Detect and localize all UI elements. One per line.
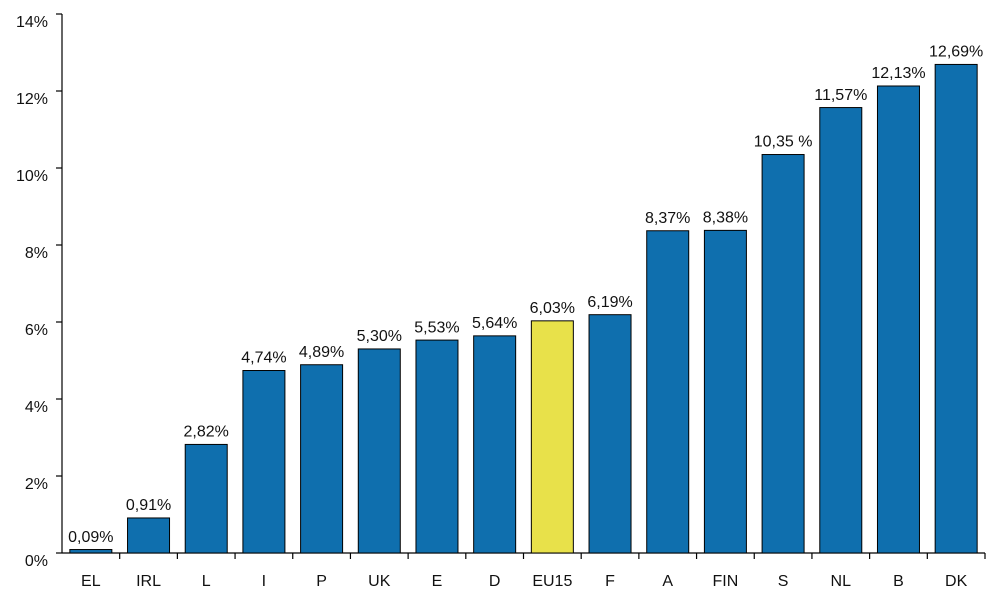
y-tick-label: 2%: [25, 476, 48, 493]
y-tick-label: 6%: [25, 322, 48, 339]
value-label: 0,91%: [126, 497, 171, 514]
x-tick-label: F: [605, 573, 615, 590]
y-tick-label: 14%: [16, 14, 48, 31]
bar: [242, 370, 286, 554]
value-label: 5,53%: [414, 319, 459, 336]
value-label: 12,13%: [871, 65, 925, 82]
value-label: 8,38%: [703, 210, 748, 227]
value-label: 10,35 %: [754, 134, 813, 151]
bar: [184, 443, 228, 554]
bar: [69, 549, 113, 554]
x-tick-label: B: [893, 573, 904, 590]
value-label: 4,89%: [299, 344, 344, 361]
bar: [646, 230, 690, 554]
y-tick-label: 8%: [25, 245, 48, 262]
y-tick-label: 0%: [25, 553, 48, 570]
y-tick-label: 4%: [25, 399, 48, 416]
value-label: 4,74%: [241, 350, 286, 367]
bar: [415, 339, 459, 554]
bar: [530, 320, 574, 554]
bar: [127, 517, 171, 554]
value-label: 12,69%: [929, 44, 983, 61]
x-tick-label: UK: [368, 573, 391, 590]
value-label: 5,30%: [357, 328, 402, 345]
bar: [300, 364, 344, 554]
x-tick-label: A: [662, 573, 673, 590]
value-label: 6,19%: [587, 294, 632, 311]
x-tick-label: L: [202, 573, 211, 590]
x-tick-label: DK: [945, 573, 968, 590]
value-label: 6,03%: [530, 300, 575, 317]
value-label: 5,64%: [472, 315, 517, 332]
bar: [761, 154, 805, 554]
x-tick-label: E: [432, 573, 443, 590]
value-label: 0,09%: [68, 529, 113, 546]
bar: [588, 314, 632, 554]
bar: [357, 348, 401, 554]
value-label: 2,82%: [184, 424, 229, 441]
x-tick-label: FIN: [713, 573, 739, 590]
x-tick-label: EU15: [532, 573, 572, 590]
y-tick-label: 10%: [16, 168, 48, 185]
x-tick-label: S: [778, 573, 789, 590]
bar: [473, 335, 517, 554]
bar: [934, 63, 978, 554]
y-tick-label: 12%: [16, 91, 48, 108]
value-label: 8,37%: [645, 210, 690, 227]
bar: [876, 85, 920, 554]
x-tick-label: I: [262, 573, 266, 590]
bar: [819, 107, 863, 554]
x-tick-label: EL: [81, 573, 101, 590]
x-tick-label: P: [316, 573, 327, 590]
value-label: 11,57%: [814, 87, 867, 104]
x-tick-label: D: [489, 573, 501, 590]
x-tick-label: NL: [831, 573, 852, 590]
x-tick-label: IRL: [136, 573, 161, 590]
bar: [703, 229, 747, 554]
